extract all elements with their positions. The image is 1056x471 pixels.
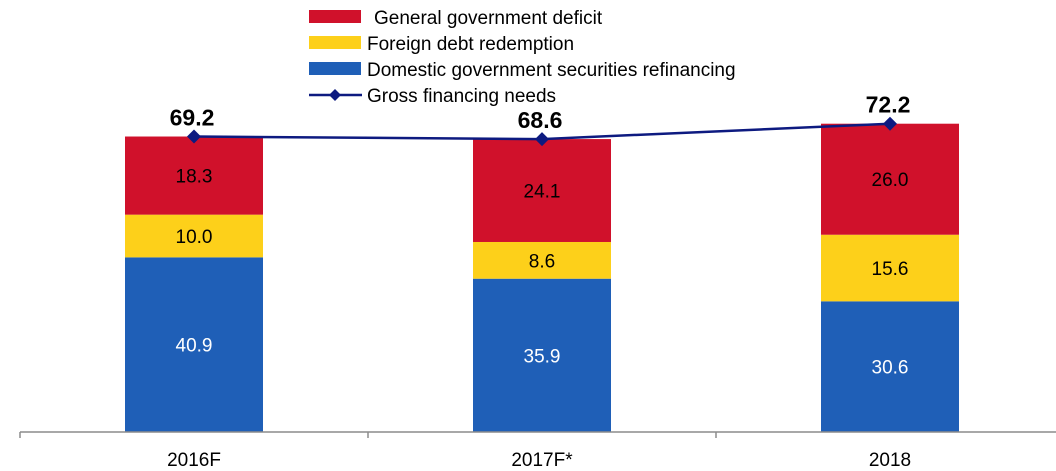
bars — [125, 123, 959, 432]
legend-label-foreign-debt-redemption: Foreign debt redemption — [367, 34, 574, 55]
total-value-label: 68.6 — [518, 107, 563, 133]
line-point-2016f — [187, 129, 201, 144]
legend-marker-icon — [329, 89, 341, 101]
bar-segment-domestic-government-securities-refinancing-2017f — [473, 278, 611, 432]
x-tick-label: 2018 — [869, 450, 911, 471]
bar-segment-foreign-debt-redemption-2016f — [125, 214, 263, 258]
legend-label-general-government-deficit: General government deficit — [374, 8, 603, 29]
bar-segment-general-government-deficit-2016f — [125, 136, 263, 215]
legend: General government deficit Foreign debt r… — [309, 8, 736, 107]
segment-value-label: 18.3 — [176, 167, 213, 188]
bar-segment-foreign-debt-redemption-2017f — [473, 241, 611, 279]
segment-value-label: 15.6 — [872, 259, 909, 280]
line-point-2017f — [535, 132, 549, 147]
segment-value-label: 35.9 — [524, 346, 561, 367]
segment-value-label: 8.6 — [529, 251, 555, 272]
bar-segment-domestic-government-securities-refinancing-2016f — [125, 257, 263, 432]
legend-label-gross-financing-needs: Gross financing needs — [367, 86, 556, 107]
x-axis: 2016F 2017F* 2018 — [19, 431, 1056, 471]
segment-value-label: 30.6 — [872, 358, 909, 379]
bar-segment-domestic-government-securities-refinancing-2018 — [821, 301, 959, 432]
segment-value-label: 26.0 — [872, 170, 909, 191]
total-value-label: 69.2 — [170, 105, 215, 131]
segment-value-label: 10.0 — [176, 227, 213, 248]
legend-swatch-domestic-government-securities-refinancing — [309, 62, 361, 75]
segment-value-label: 40.9 — [176, 336, 213, 357]
line-point-2018 — [883, 116, 897, 131]
x-tick-label: 2017F* — [511, 450, 573, 471]
legend-swatch-general-government-deficit — [309, 10, 361, 23]
bar-segment-foreign-debt-redemption-2018 — [821, 234, 959, 302]
x-tick-label: 2016F — [167, 450, 221, 471]
bar-segment-general-government-deficit-2018 — [821, 123, 959, 235]
legend-label-domestic-government-securities-refinancing: Domestic government securities refinanci… — [367, 60, 736, 81]
bar-segment-general-government-deficit-2017f — [473, 139, 611, 242]
legend-swatch-foreign-debt-redemption — [309, 36, 361, 49]
segment-value-label: 24.1 — [524, 182, 561, 203]
total-value-label: 72.2 — [866, 92, 911, 118]
gross-financing-line: 69.2 68.6 72.2 — [170, 92, 911, 147]
segment-labels: 40.9 10.0 18.3 35.9 8.6 24.1 30.6 15.6 26.0 — [176, 167, 909, 379]
